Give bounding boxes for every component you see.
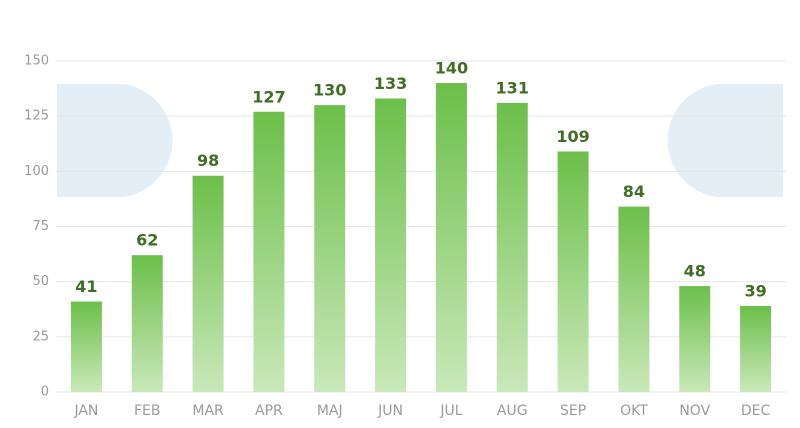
x-tick-label: OKT bbox=[620, 403, 648, 419]
decor-shape bbox=[57, 84, 173, 197]
bar bbox=[618, 206, 650, 392]
bar bbox=[740, 305, 772, 392]
value-label: 62 bbox=[136, 231, 158, 250]
x-tick-label: MAR bbox=[192, 403, 224, 419]
bar bbox=[679, 286, 711, 392]
bar bbox=[496, 102, 528, 392]
y-tick-label: 0 bbox=[41, 385, 49, 400]
bar bbox=[557, 151, 589, 392]
y-tick-label: 100 bbox=[24, 164, 49, 179]
value-label: 133 bbox=[374, 74, 407, 93]
x-tick-label: DEC bbox=[741, 403, 771, 419]
x-tick-label: JUL bbox=[439, 403, 462, 419]
y-tick-label: 25 bbox=[32, 329, 49, 344]
y-tick-label: 125 bbox=[24, 109, 49, 124]
x-tick-label: SEP bbox=[560, 403, 586, 419]
x-tick-label: FEB bbox=[134, 403, 161, 419]
value-label: 140 bbox=[435, 59, 468, 78]
value-label: 41 bbox=[75, 277, 97, 296]
y-tick-label: 75 bbox=[32, 219, 49, 234]
x-tick-label: JAN bbox=[73, 403, 98, 419]
bar bbox=[253, 111, 285, 393]
value-label: 109 bbox=[556, 127, 589, 146]
decor-shape bbox=[667, 84, 783, 197]
bar bbox=[375, 98, 407, 392]
bar bbox=[131, 255, 163, 392]
bar bbox=[70, 301, 102, 392]
value-label: 127 bbox=[252, 87, 285, 106]
x-tick-label: MAJ bbox=[317, 403, 343, 419]
value-label: 131 bbox=[496, 78, 529, 97]
value-label: 48 bbox=[684, 262, 706, 281]
bar bbox=[314, 105, 346, 392]
value-label: 130 bbox=[313, 81, 346, 100]
x-tick-label: AUG bbox=[497, 403, 528, 419]
bar bbox=[192, 175, 224, 392]
bar bbox=[435, 83, 467, 393]
x-tick-label: NOV bbox=[679, 403, 710, 419]
value-label: 39 bbox=[744, 281, 766, 300]
y-tick-label: 50 bbox=[32, 274, 49, 289]
value-label: 84 bbox=[623, 182, 645, 201]
x-tick-label: JUN bbox=[377, 403, 403, 419]
value-label: 98 bbox=[197, 151, 219, 170]
x-tick-label: APR bbox=[255, 403, 283, 419]
y-tick-label: 150 bbox=[24, 54, 49, 69]
